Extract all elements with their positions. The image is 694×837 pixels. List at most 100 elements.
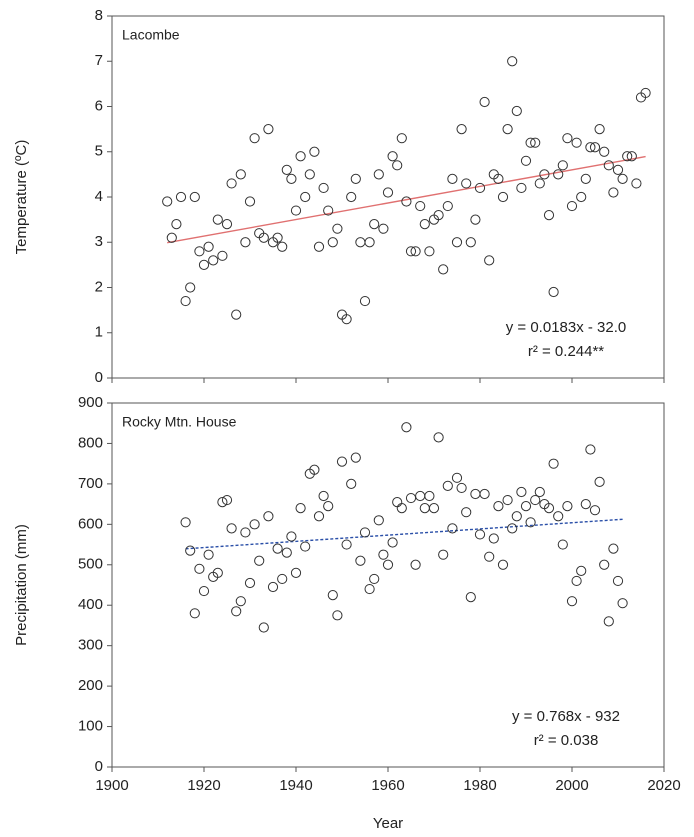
data-point: [520, 501, 532, 512]
data-point: [631, 178, 642, 189]
data-point: [244, 196, 256, 207]
data-point: [405, 246, 417, 257]
data-point: [424, 490, 435, 502]
data-point: [382, 187, 394, 198]
data-point: [479, 96, 490, 108]
data-point: [419, 503, 430, 514]
data-point: [194, 246, 205, 257]
data-point: [323, 205, 334, 216]
data-point: [456, 482, 467, 494]
data-point: [571, 137, 582, 148]
data-point: [286, 531, 297, 542]
data-point: [355, 555, 366, 566]
data-point: [378, 223, 389, 234]
data-point: [212, 214, 223, 225]
y-tick-label: 800: [78, 434, 103, 451]
data-point: [461, 507, 472, 518]
data-point: [589, 505, 601, 516]
data-point: [566, 596, 578, 607]
data-point: [442, 480, 453, 492]
data-point: [258, 232, 269, 243]
data-point: [497, 191, 509, 203]
y-tick-label: 300: [78, 637, 103, 654]
data-point: [373, 515, 384, 526]
data-point: [415, 200, 426, 212]
data-point: [373, 169, 384, 180]
data-point: [396, 503, 407, 514]
data-point: [180, 295, 191, 307]
data-point: [318, 490, 329, 502]
data-point: [180, 517, 191, 528]
data-point: [323, 501, 334, 512]
y-tick-label: 200: [78, 677, 103, 694]
data-point: [336, 456, 348, 467]
data-point: [438, 549, 449, 560]
data-point: [396, 133, 407, 144]
x-tick-label: 1980: [463, 777, 496, 794]
data-point: [594, 476, 605, 487]
y-tick-label: 900: [78, 394, 103, 411]
data-point: [221, 494, 233, 506]
data-point: [309, 464, 320, 475]
x-tick-label: 1960: [371, 777, 404, 794]
annotation: r² = 0.038: [534, 732, 599, 749]
data-point: [626, 151, 637, 162]
data-point: [226, 523, 237, 534]
y-tick-label: 0: [95, 758, 103, 775]
data-point: [162, 196, 173, 207]
data-point: [350, 452, 361, 463]
data-point: [175, 191, 187, 203]
data-point: [382, 559, 394, 570]
data-point: [493, 501, 504, 512]
data-point: [410, 246, 421, 257]
trend-line: [167, 155, 646, 244]
data-point: [456, 124, 467, 135]
data-point: [507, 523, 518, 534]
data-point: [313, 511, 325, 522]
data-point: [221, 219, 233, 230]
data-point: [203, 549, 214, 560]
data-point: [548, 458, 559, 469]
data-point: [217, 496, 228, 508]
data-point: [258, 622, 269, 633]
data-point: [364, 237, 375, 248]
data-point: [428, 503, 440, 514]
data-point: [240, 237, 251, 248]
data-point: [185, 545, 196, 556]
data-point: [346, 191, 357, 203]
data-point: [378, 549, 389, 560]
data-point: [300, 541, 311, 552]
data-point: [585, 142, 596, 153]
data-point: [240, 527, 251, 538]
trend-line: [185, 518, 623, 550]
data-point: [267, 581, 279, 593]
x-tick-label: 1900: [95, 777, 128, 794]
data-point: [520, 155, 532, 166]
data-point: [332, 610, 343, 621]
data-point: [451, 237, 463, 248]
y-tick-label: 500: [78, 556, 103, 573]
data-point: [295, 503, 306, 514]
data-point: [355, 237, 366, 248]
data-point: [254, 555, 265, 566]
y-axis-title: Temperature (ºC): [13, 140, 30, 255]
data-point: [327, 590, 338, 601]
data-point: [300, 191, 311, 203]
data-point: [244, 577, 256, 589]
data-point: [502, 124, 513, 135]
data-point: [511, 105, 522, 117]
data-point: [461, 178, 472, 189]
data-point: [465, 592, 476, 603]
data-point: [612, 164, 624, 175]
data-point: [189, 608, 200, 619]
data-point: [603, 160, 614, 171]
data-point: [392, 160, 403, 171]
x-tick-label: 2020: [647, 777, 680, 794]
data-point: [327, 237, 338, 248]
data-point: [516, 182, 527, 194]
panel-label: Lacombe: [122, 27, 180, 43]
data-point: [212, 567, 223, 578]
data-point: [530, 137, 541, 148]
data-point: [295, 151, 306, 162]
data-point: [313, 241, 325, 252]
